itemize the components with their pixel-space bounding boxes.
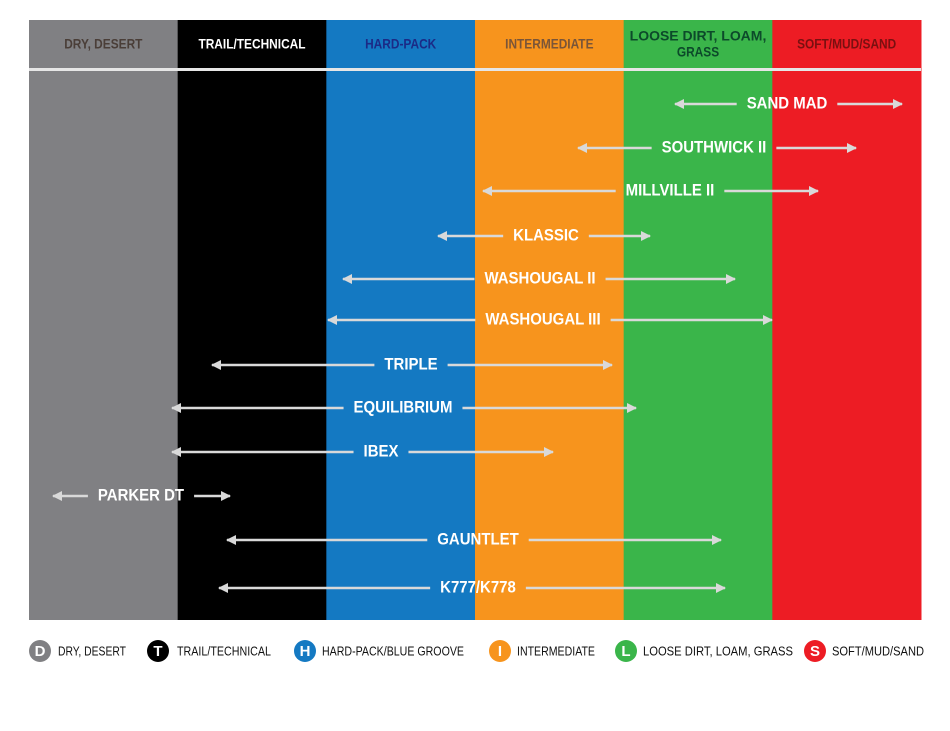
tire-name: PARKER DT — [98, 485, 185, 504]
legend-letter: H — [300, 643, 311, 660]
legend-badge — [294, 640, 316, 662]
terrain-column — [177, 20, 327, 620]
legend-item: D DRY, DESERT — [29, 640, 126, 662]
tire-name: K777/K778 — [440, 577, 516, 596]
terrain-column — [475, 20, 625, 620]
legend-label: DRY, DESERT — [58, 643, 126, 658]
tire-range: PARKER DT — [52, 485, 231, 504]
legend-badge — [804, 640, 826, 662]
tire-range: SAND MAD — [674, 93, 903, 112]
tire-name: TRIPLE — [384, 354, 437, 373]
tire-range: WASHOUGAL II — [342, 268, 736, 287]
column-header: INTERMEDIATE — [505, 36, 593, 52]
tire-name: GAUNTLET — [437, 529, 519, 548]
column-header: TRAIL/TECHNICAL — [198, 36, 305, 52]
terrain-column — [772, 20, 922, 620]
tire-name: IBEX — [364, 441, 399, 460]
legend-item: L LOOSE DIRT, LOAM, GRASS — [615, 640, 793, 662]
column-header: DRY, DESERT — [64, 36, 143, 52]
legend-badge — [615, 640, 637, 662]
legend-letter: L — [621, 643, 630, 660]
column-header: GRASS — [677, 44, 719, 60]
legend-badge — [147, 640, 169, 662]
tire-name: WASHOUGAL III — [485, 309, 600, 328]
tire-range: WASHOUGAL III — [327, 309, 773, 328]
tire-name: SAND MAD — [747, 93, 828, 112]
tire-range: TRIPLE — [211, 354, 613, 373]
legend-label: TRAIL/TECHNICAL — [177, 643, 271, 658]
legend-item: I INTERMEDIATE — [489, 640, 595, 662]
tire-name: SOUTHWICK II — [662, 137, 767, 156]
tire-range: IBEX — [171, 441, 554, 460]
legend-letter: I — [498, 643, 502, 660]
tire-range: SOUTHWICK II — [577, 137, 857, 156]
tire-name: KLASSIC — [513, 225, 579, 244]
legend-label: HARD-PACK/BLUE GROOVE — [322, 643, 464, 658]
legend-badge — [29, 640, 51, 662]
legend-label: SOFT/MUD/SAND — [832, 643, 924, 658]
legend-item: H HARD-PACK/BLUE GROOVE — [294, 640, 464, 662]
legend-item: S SOFT/MUD/SAND — [804, 640, 924, 662]
legend-letter: S — [810, 643, 820, 660]
tire-range: K777/K778 — [218, 577, 726, 596]
tire-range: MILLVILLE II — [482, 180, 819, 199]
legend-label: INTERMEDIATE — [517, 643, 595, 658]
tire-range: GAUNTLET — [226, 529, 722, 548]
legend-letter: D — [35, 643, 46, 660]
column-header: SOFT/MUD/SAND — [797, 36, 896, 52]
tire-name: EQUILIBRIUM — [354, 397, 453, 416]
terrain-column — [29, 20, 179, 620]
column-header: LOOSE DIRT, LOAM, — [630, 28, 767, 44]
column-header: HARD-PACK — [365, 36, 436, 52]
legend-badge — [489, 640, 511, 662]
tire-name: WASHOUGAL II — [484, 268, 595, 287]
legend-item: T TRAIL/TECHNICAL — [147, 640, 271, 662]
tire-range: KLASSIC — [437, 225, 651, 244]
tire-name: MILLVILLE II — [626, 180, 715, 199]
legend-letter: T — [153, 643, 162, 660]
tire-range: EQUILIBRIUM — [171, 397, 637, 416]
legend-label: LOOSE DIRT, LOAM, GRASS — [643, 643, 793, 658]
